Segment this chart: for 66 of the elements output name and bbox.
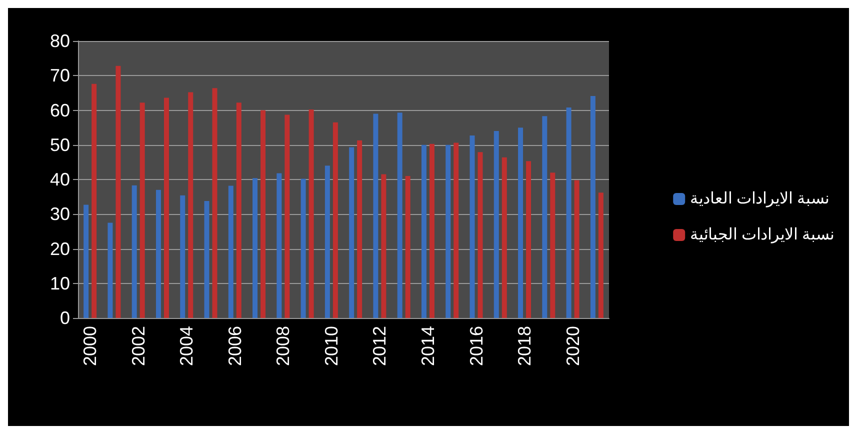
x-tick-label: 2016 <box>466 326 486 366</box>
bar <box>260 110 266 318</box>
bar <box>84 204 89 318</box>
bar <box>421 144 426 318</box>
bar <box>429 144 434 318</box>
bar <box>598 192 604 318</box>
bar <box>180 195 186 318</box>
bar <box>357 140 362 318</box>
bar <box>92 84 97 318</box>
bar <box>574 180 580 318</box>
y-tick-label: 40 <box>50 170 70 190</box>
bar <box>276 173 282 318</box>
bar <box>590 96 596 318</box>
bar <box>228 186 234 318</box>
x-tick-label: 2014 <box>418 326 438 366</box>
bar <box>252 178 258 318</box>
x-tick-label: 2020 <box>562 326 583 366</box>
legend-label: نسبة الايرادات الجبائية <box>690 226 834 244</box>
bar <box>518 128 524 318</box>
bar <box>236 102 242 318</box>
bar <box>132 185 137 318</box>
bar <box>212 88 218 318</box>
y-tick-label: 50 <box>50 134 70 155</box>
y-tick-label: 20 <box>50 238 70 259</box>
bar <box>373 114 378 318</box>
bar <box>478 152 483 318</box>
bar <box>502 157 507 318</box>
x-tick-label: 2004 <box>176 326 197 366</box>
bar <box>470 136 475 318</box>
y-tick-label: 80 <box>50 31 70 51</box>
bar <box>526 161 532 318</box>
bar <box>494 131 499 318</box>
bar <box>156 190 161 318</box>
bar <box>204 200 210 318</box>
x-tick-label: 2010 <box>321 326 342 366</box>
bar <box>550 172 556 318</box>
bar <box>116 66 121 318</box>
y-tick-label: 30 <box>50 204 70 224</box>
bar <box>164 98 169 318</box>
x-tick-label: 2002 <box>128 326 148 366</box>
bar <box>349 147 354 318</box>
bar <box>405 176 410 318</box>
legend-label: نسبة الايرادات العادية <box>690 190 829 208</box>
y-tick-label: 0 <box>60 308 70 328</box>
bar <box>397 112 402 318</box>
bar <box>300 178 306 318</box>
bar <box>108 222 113 318</box>
x-tick-label: 2012 <box>370 326 390 366</box>
bar <box>188 92 194 318</box>
x-tick-label: 2000 <box>80 326 100 366</box>
bar <box>566 107 572 318</box>
bar <box>381 174 386 318</box>
bar <box>284 114 290 318</box>
x-tick-label: 2008 <box>273 326 294 366</box>
y-tick-label: 10 <box>50 273 70 294</box>
y-tick-label: 70 <box>50 66 70 86</box>
bar <box>332 122 338 318</box>
x-tick-label: 2006 <box>224 326 245 366</box>
bar <box>542 116 548 318</box>
bar <box>446 144 451 318</box>
x-tick-label: 2018 <box>514 326 535 366</box>
bar <box>140 102 145 318</box>
y-tick-label: 60 <box>50 100 70 120</box>
bar <box>454 142 459 318</box>
bar <box>308 110 314 318</box>
bar <box>324 166 330 318</box>
